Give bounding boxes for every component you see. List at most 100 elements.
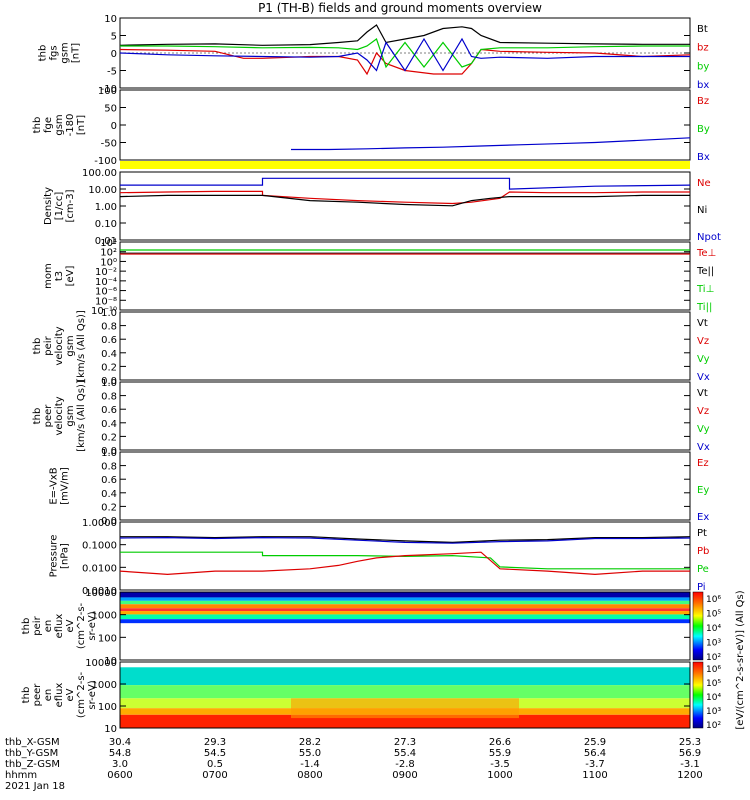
axis-label: sr-eV) — [87, 611, 98, 640]
time-axis-labels: thb_X-GSM 30.4 29.3 28.2 27.3 26.6 25.9 25.3 thb… — [5, 737, 703, 792]
tick-label: 0.0100 — [82, 563, 117, 574]
tick-label: 1.0 — [101, 308, 117, 319]
axis-label: en — [43, 620, 54, 633]
legend-entry: Ex — [697, 512, 709, 523]
axis-label: -180 — [65, 114, 76, 137]
axis-label: fgs — [49, 45, 60, 60]
axis-label: mom — [43, 263, 54, 289]
legend-entry: bx — [697, 80, 709, 91]
time-row-value: 56.4 — [584, 748, 606, 759]
panel-10: 10000 1000 100 10 thb peer en eflux eV (cm^2-s-sr… — [21, 658, 691, 735]
axis-label: E=-VxB — [49, 467, 60, 504]
series-line — [119, 37, 690, 72]
axis-label: Pressure — [49, 535, 60, 578]
axis-label: t3 — [54, 271, 65, 281]
series-line — [120, 536, 691, 544]
colorbar-tick: 10⁶ — [706, 595, 721, 605]
time-row-value: 25.9 — [584, 737, 606, 748]
axis-label: [nPa] — [60, 543, 71, 569]
tick-label: 0.01 — [95, 236, 117, 247]
tick-label: 1.00 — [95, 202, 117, 213]
panel-5: 1.0 0.8 0.6 0.4 0.2 0.0 thb peir velocity gsm [km/… — [32, 308, 710, 387]
tick-label: 1000 — [92, 680, 117, 691]
axis-label: [mV/m] — [60, 467, 71, 505]
spectro-band — [120, 600, 690, 605]
legend-entry: Pt — [697, 528, 707, 539]
tick-label: -10 — [101, 84, 117, 95]
axis-label: [nT] — [71, 43, 82, 63]
legend-entry: Vt — [697, 318, 708, 329]
panel-frame — [119, 591, 691, 661]
axis-label: thb — [38, 45, 49, 62]
tick-label: 0.2 — [101, 432, 117, 443]
colorbar-tick: 10³ — [706, 707, 721, 717]
tick-label: 0.2 — [101, 362, 117, 373]
chart-title: P1 (TH-B) fields and ground moments over… — [258, 1, 542, 15]
axis-label: eV — [65, 688, 76, 701]
spectro-band — [120, 623, 690, 630]
time-row-value: 30.4 — [109, 737, 131, 748]
tick-label: 0.0 — [101, 516, 117, 527]
time-row-value: 56.9 — [679, 748, 701, 759]
series-line — [119, 190, 690, 205]
spectro-band — [120, 614, 690, 620]
axis-label: en — [43, 689, 54, 702]
legend-entry: Ey — [697, 485, 709, 496]
colorbar-scale — [692, 591, 704, 661]
legend-entry: Ni — [697, 205, 707, 216]
quality-flag-bar — [120, 161, 690, 169]
legend-entry: Ez — [697, 458, 709, 469]
legend-entry: Vy — [697, 424, 710, 435]
tick-label: 10⁰ — [100, 257, 117, 268]
spectro-band — [120, 667, 690, 686]
axis-label: thb — [21, 687, 32, 704]
colorbar-tick: 10³ — [706, 639, 721, 649]
tick-label: 0.0 — [101, 376, 117, 387]
tick-label: 0.0010 — [82, 586, 117, 597]
spectro-band — [120, 604, 690, 609]
tick-label: 0.0 — [101, 446, 117, 457]
panel-frame — [119, 661, 691, 729]
tick-label: 0.4 — [101, 349, 117, 360]
panel-6: 1.0 0.8 0.6 0.4 0.2 0.0 thb peer velocity gsm [km/… — [32, 378, 710, 457]
legend-entry: Npot — [697, 232, 721, 243]
colorbars-group: 10⁶ 10⁵ 10⁴ 10³ 10² 10⁶ 10⁵ 10⁴ 10³ 10² [eV/(cm^2-… — [692, 590, 746, 731]
time-row-value: -3.7 — [585, 759, 605, 770]
time-row-label: thb_Y-GSM — [5, 748, 58, 759]
time-row-value: 0800 — [297, 770, 322, 781]
axis-label: eV — [65, 619, 76, 632]
legend-entry: Vz — [697, 406, 709, 417]
tick-label: 10 — [104, 724, 117, 735]
series-line — [119, 536, 691, 544]
colorbar-tick: 10⁴ — [706, 624, 721, 634]
colorbar-scale — [692, 661, 704, 729]
tick-label: 0.6 — [101, 475, 117, 486]
tick-label: 10.00 — [88, 185, 117, 196]
tick-label: 0.10 — [95, 219, 117, 230]
tick-label: 10⁻⁴ — [95, 277, 117, 288]
colorbar-tick: 10² — [706, 653, 721, 663]
axis-label: [1/cc] — [54, 192, 65, 221]
axis-label: gsm — [60, 42, 71, 63]
legend-entry: By — [697, 124, 710, 135]
tick-label: 0 — [111, 121, 117, 132]
tick-label: 0.8 — [101, 322, 117, 333]
panel-frame — [119, 311, 691, 381]
tick-label: -5 — [107, 67, 117, 78]
panel-9: 10000 1000 100 10 thb peir en eflux eV (cm^2-s-sr… — [21, 588, 691, 667]
time-row-value: 55.0 — [299, 748, 321, 759]
tick-label: 10 — [104, 14, 117, 25]
axis-label: eflux — [54, 614, 65, 639]
time-row-value: 0600 — [107, 770, 132, 781]
time-row-value: -3.5 — [490, 759, 510, 770]
panel-frame — [119, 171, 691, 241]
time-row-value: 0700 — [202, 770, 227, 781]
axis-label: velocity — [54, 326, 65, 365]
spectrogram-10 — [120, 662, 690, 728]
colorbar-1: 10⁶ 10⁵ 10⁴ 10³ 10² — [692, 591, 721, 663]
tick-label: 0 — [111, 49, 117, 60]
axis-label: thb — [32, 117, 43, 134]
